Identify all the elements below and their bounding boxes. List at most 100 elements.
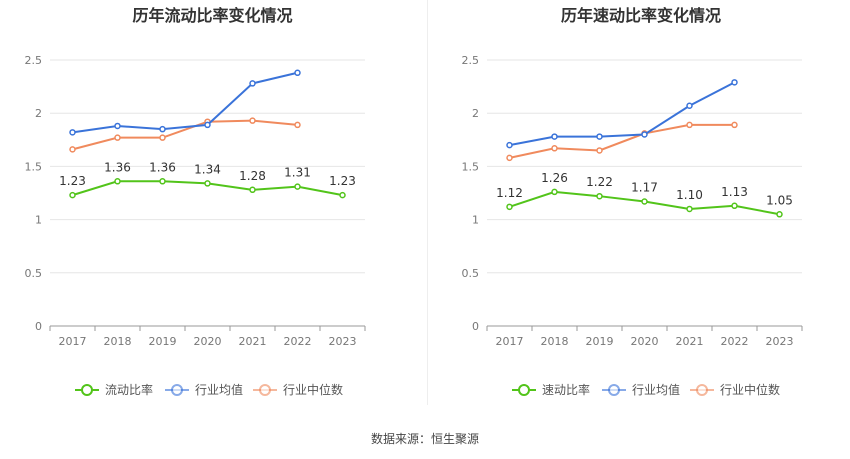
data-label: 1.10: [676, 188, 703, 202]
data-point: [686, 205, 693, 213]
x-tick-label: 2020: [194, 335, 222, 348]
data-point: [551, 145, 558, 152]
data-point: [551, 188, 558, 196]
chart-title: 历年速动比率变化情况: [560, 6, 721, 25]
y-tick-label: 0: [35, 320, 42, 333]
data-point: [686, 121, 693, 129]
data-point: [69, 191, 76, 199]
data-label: 1.28: [239, 169, 266, 183]
y-tick-label: 2.5: [25, 54, 43, 67]
x-tick-label: 2022: [284, 335, 312, 348]
data-label: 1.36: [149, 160, 176, 174]
data-point: [69, 129, 76, 136]
data-label: 1.12: [496, 186, 523, 200]
data-point: [596, 133, 603, 140]
y-tick-label: 2.5: [462, 54, 480, 67]
legend-marker: [608, 384, 620, 396]
data-point: [114, 122, 121, 130]
data-point: [506, 203, 513, 211]
data-point: [204, 180, 211, 187]
y-tick-label: 0.5: [25, 267, 43, 280]
data-label: 1.22: [586, 175, 613, 189]
y-tick-label: 1.5: [25, 160, 43, 173]
data-source-footer: 数据来源：恒生聚源: [370, 432, 479, 446]
data-point: [596, 192, 603, 200]
data-label: 1.34: [194, 162, 221, 176]
chart-panel-current-ratio: 历年流动比率变化情况 0 0.5 1 1.5 2 2.5 2017 2018 2019 2020 2…: [0, 0, 425, 420]
x-tick-label: 2023: [329, 335, 357, 348]
y-tick-label: 1: [472, 214, 479, 227]
series-line: [72, 71, 298, 134]
data-label: 1.36: [104, 160, 131, 174]
x-tick-label: 2023: [766, 335, 794, 348]
data-point: [731, 79, 738, 86]
data-point: [776, 211, 783, 218]
data-point: [69, 146, 76, 153]
data-point: [294, 183, 301, 190]
data-point: [294, 69, 301, 77]
x-tick-label: 2017: [496, 335, 524, 348]
data-label: 1.23: [329, 174, 356, 188]
data-label: 1.13: [721, 185, 748, 199]
data-label: 1.31: [284, 166, 311, 180]
data-point: [249, 186, 256, 194]
legend-label: 速动比率: [542, 382, 590, 397]
data-point: [114, 134, 121, 141]
data-point: [731, 202, 738, 210]
x-tick-label: 2022: [721, 335, 749, 348]
x-tick-label: 2020: [631, 335, 659, 348]
x-tick-label: 2021: [239, 335, 267, 348]
data-point: [294, 121, 301, 129]
data-label: 1.23: [59, 174, 86, 188]
data-label: 1.05: [766, 193, 793, 207]
data-point: [731, 121, 738, 129]
chart-title: 历年流动比率变化情况: [132, 6, 293, 25]
y-tick-label: 1.5: [462, 160, 480, 173]
legend-marker: [518, 384, 530, 396]
data-point: [686, 102, 693, 110]
y-tick-label: 1: [35, 214, 42, 227]
data-point: [551, 133, 558, 140]
y-tick-label: 0: [472, 320, 479, 333]
x-tick-label: 2019: [149, 335, 177, 348]
x-tick-label: 2018: [541, 335, 569, 348]
y-tick-label: 2: [472, 107, 479, 120]
legend-label: 行业中位数: [720, 382, 780, 397]
legend-label: 行业中位数: [283, 382, 343, 397]
data-point: [114, 178, 121, 185]
data-point: [506, 154, 513, 162]
legend-marker: [171, 384, 183, 396]
data-label: 1.26: [541, 171, 568, 185]
y-tick-label: 2: [35, 107, 42, 120]
legend-marker: [259, 384, 271, 396]
y-tick-label: 0.5: [462, 267, 480, 280]
series-line: [509, 123, 735, 159]
chart-quick-ratio: 0 0.5 1 1.5 2 2.5 2017 2018 2019 2020 2021 2022 2023…: [462, 54, 803, 397]
data-point: [159, 134, 166, 141]
legend-marker: [696, 384, 708, 396]
data-point: [641, 131, 648, 138]
chart-panel-quick-ratio: 历年速动比率变化情况 0 0.5 1 1.5 2 2.5 2017 2018 2019 2020 2…: [432, 0, 850, 420]
data-point: [641, 198, 648, 205]
data-point: [249, 80, 256, 87]
data-point: [204, 121, 211, 129]
data-point: [159, 178, 166, 185]
legend-marker: [81, 384, 93, 396]
x-tick-label: 2018: [104, 335, 132, 348]
series-line: [509, 81, 735, 147]
data-point: [249, 117, 256, 124]
x-tick-label: 2017: [59, 335, 87, 348]
chart-current-ratio: 0 0.5 1 1.5 2 2.5 2017 2018 2019 2020 2021 2022 2023…: [25, 54, 366, 397]
data-label: 1.17: [631, 181, 658, 195]
legend-label: 流动比率: [105, 382, 153, 397]
data-point: [596, 147, 603, 154]
legend-label: 行业均值: [195, 382, 243, 397]
x-tick-label: 2021: [676, 335, 704, 348]
series-line: [72, 119, 298, 151]
legend-label: 行业均值: [632, 382, 680, 397]
panel-divider: [427, 0, 428, 405]
data-point: [159, 125, 166, 133]
x-tick-label: 2019: [586, 335, 614, 348]
data-point: [339, 191, 346, 199]
data-point: [506, 141, 513, 149]
